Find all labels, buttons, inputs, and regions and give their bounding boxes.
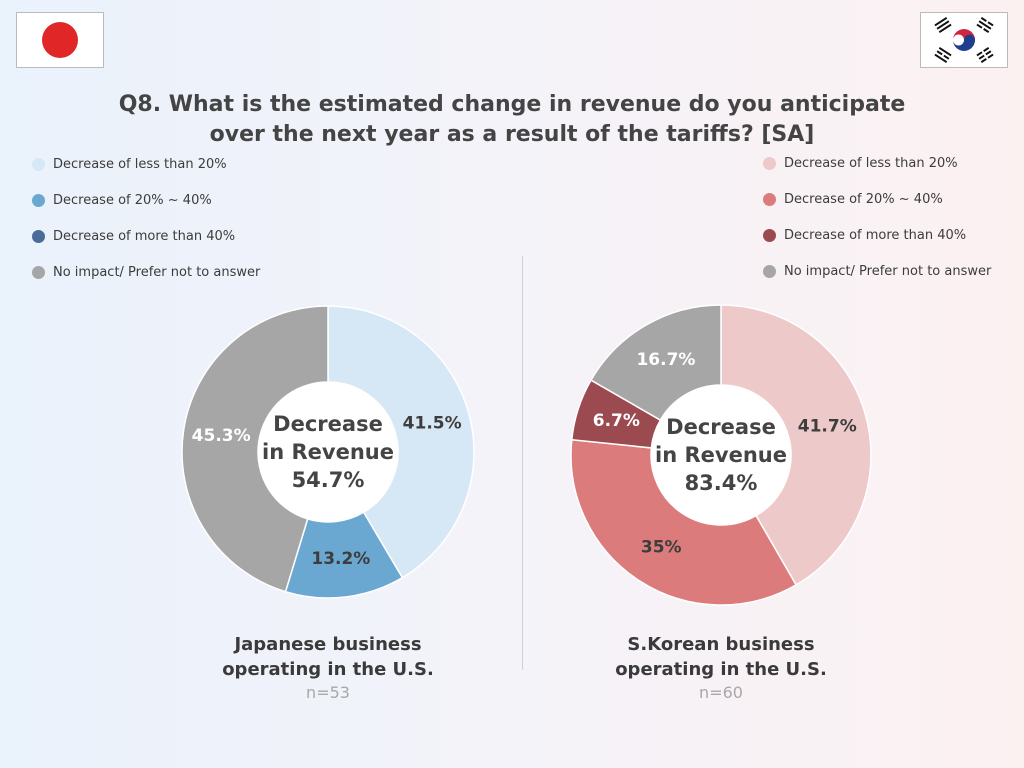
legend-swatch	[32, 193, 45, 207]
caption-line-1: S.Korean business	[627, 634, 815, 655]
legend-item: No impact/ Prefer not to answer	[32, 254, 260, 290]
legend-item: No impact/ Prefer not to answer	[763, 253, 991, 289]
legend-item: Decrease of 20% ~ 40%	[763, 181, 991, 217]
data-label: 16.7%	[636, 350, 695, 370]
legend-swatch	[32, 157, 45, 171]
legend-label: Decrease of 20% ~ 40%	[53, 192, 212, 208]
caption-korea: S.Korean business operating in the U.S. …	[571, 632, 871, 704]
sample-size: n=60	[699, 683, 743, 702]
legend-label: Decrease of less than 20%	[784, 155, 958, 171]
legend-label: Decrease of more than 40%	[784, 227, 967, 243]
center-label: Decrease	[273, 412, 383, 436]
legend-swatch	[763, 192, 776, 206]
legend-swatch	[763, 264, 776, 278]
legend-item: Decrease of more than 40%	[763, 217, 991, 253]
japan-flag-icon	[16, 12, 104, 68]
divider	[522, 256, 523, 670]
legend-swatch	[763, 156, 776, 170]
legend-korea: Decrease of less than 20% Decrease of 20…	[763, 145, 991, 289]
data-label: 13.2%	[311, 549, 370, 569]
data-label: 41.7%	[798, 417, 857, 437]
donut-hole	[258, 382, 398, 522]
legend-item: Decrease of 20% ~ 40%	[32, 182, 260, 218]
data-label: 45.3%	[192, 426, 251, 446]
donut-hole	[651, 385, 791, 525]
legend-item: Decrease of less than 20%	[32, 146, 260, 182]
title-line-2: over the next year as a result of the ta…	[209, 122, 815, 147]
center-label: Decrease	[666, 415, 776, 439]
legend-swatch	[32, 229, 45, 243]
caption-line-2: operating in the U.S.	[222, 659, 434, 680]
legend-item: Decrease of more than 40%	[32, 218, 260, 254]
caption-line-1: Japanese business	[234, 634, 422, 655]
legend-label: No impact/ Prefer not to answer	[53, 264, 261, 280]
data-label: 6.7%	[593, 411, 640, 431]
sample-size: n=53	[306, 683, 350, 702]
legend-item: Decrease of less than 20%	[763, 145, 991, 181]
caption-japan: Japanese business operating in the U.S. …	[178, 632, 478, 704]
legend-japan: Decrease of less than 20% Decrease of 20…	[32, 146, 260, 290]
title-line-1: Q8. What is the estimated change in reve…	[118, 92, 906, 117]
legend-label: Decrease of less than 20%	[53, 156, 227, 172]
center-label: 54.7%	[292, 468, 365, 492]
south-korea-flag-icon	[920, 12, 1008, 68]
legend-swatch	[32, 265, 45, 279]
center-label: 83.4%	[685, 471, 758, 495]
legend-swatch	[763, 228, 776, 242]
legend-label: No impact/ Prefer not to answer	[784, 263, 992, 279]
center-label: in Revenue	[655, 443, 787, 467]
legend-label: Decrease of more than 40%	[53, 228, 236, 244]
center-label: in Revenue	[262, 440, 394, 464]
caption-line-2: operating in the U.S.	[615, 659, 827, 680]
data-label: 35%	[641, 537, 682, 557]
legend-label: Decrease of 20% ~ 40%	[784, 191, 943, 207]
chart-title: Q8. What is the estimated change in reve…	[0, 90, 1024, 150]
data-label: 41.5%	[403, 414, 462, 434]
